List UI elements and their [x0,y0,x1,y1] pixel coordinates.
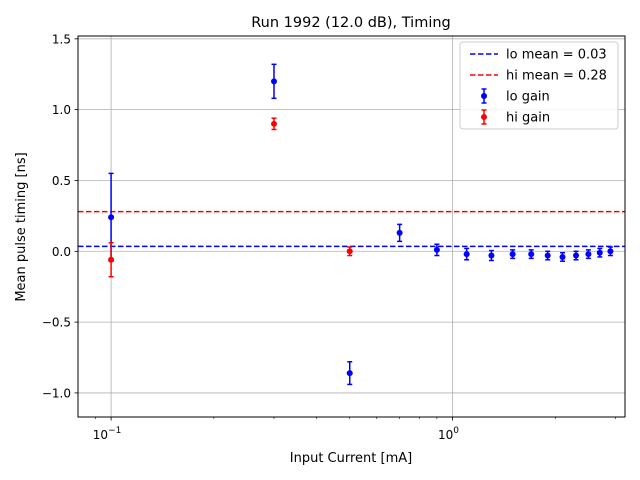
lo-gain-point [270,78,277,85]
x-tick-label-base: 10 [438,428,453,442]
x-axis-label: Input Current [mA] [290,451,412,466]
lo-gain-point [585,251,592,258]
legend-label: lo gain [506,90,550,105]
x-tick-label-exponent: −1 [108,426,121,436]
lo-gain-point [396,229,403,236]
legend-box [459,41,619,130]
x-tick-label-exponent: 0 [453,426,459,436]
y-tick-label: −0.5 [42,316,71,330]
lo-gain-point [108,214,115,221]
legend-label: lo mean = 0.03 [506,48,607,63]
y-tick-label: −1.0 [42,386,71,400]
x-tick-label-base: 10 [93,428,108,442]
legend: lo mean = 0.03 hi mean = 0.28 lo gain hi ga… [459,41,619,130]
y-axis-label: Mean pulse timing [ns] [14,152,29,301]
hi-gain-point [108,256,115,263]
legend-label: hi mean = 0.28 [506,69,607,84]
lo-gain-point [544,252,551,259]
legend-marker-swatch [481,93,487,99]
plot-frame [77,35,626,418]
y-tick-label: 0.5 [52,174,71,188]
chart-title: Run 1992 (12.0 dB), Timing [251,15,451,31]
lo-gain-point [346,370,353,377]
lo-gain-point [559,253,566,260]
y-tick-label: 1.5 [52,32,71,46]
hi-gain-point [346,248,353,255]
lo-gain-point [596,249,603,256]
legend-marker-swatch [481,114,487,120]
lo-gain-point [433,246,440,253]
legend-label: hi gain [506,111,550,126]
data-marks [108,63,614,386]
lo-gain-point [488,252,495,259]
lo-gain-point [528,251,535,258]
y-tick-label: 1.0 [52,103,71,117]
lo-gain-point [463,251,470,258]
hi-gain-point [270,120,277,127]
x-tick-label: 100 [438,426,459,442]
y-tick-label: 0.0 [52,245,71,259]
lo-gain-point [607,248,614,255]
lo-gain-point [573,252,580,259]
x-tick-label: 10−1 [93,426,122,442]
lo-gain-point [509,251,516,258]
